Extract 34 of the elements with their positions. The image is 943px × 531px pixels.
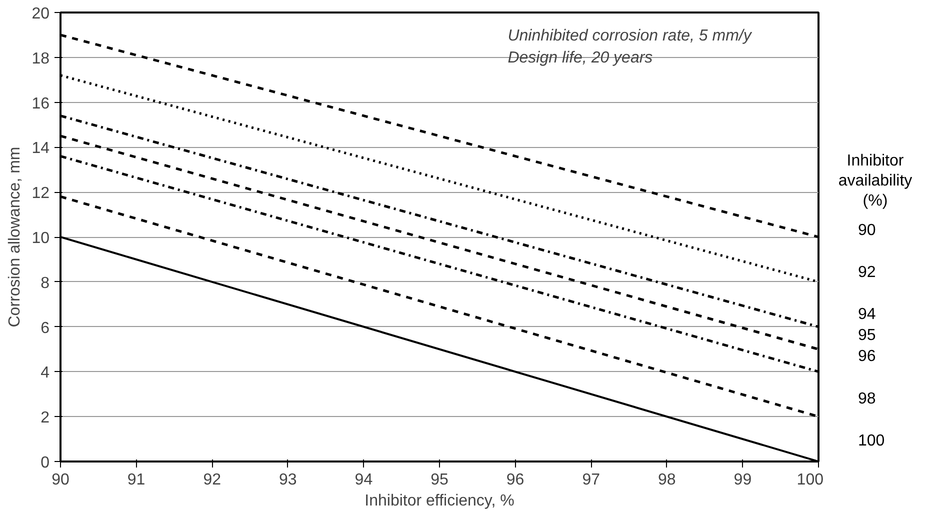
x-tick-label: 93: [279, 472, 297, 488]
y-tick-label: 12: [32, 185, 50, 202]
text: 92: [858, 264, 876, 282]
text: 90: [858, 222, 876, 239]
y-tick-label: 2: [40, 410, 50, 427]
y-tick-label: 10: [32, 230, 50, 247]
y-axis-title: Corrosion allowance, mm: [6, 146, 24, 328]
y-tick-label: 4: [40, 364, 50, 382]
text: 95: [858, 327, 876, 344]
x-tick-label: 99: [734, 472, 752, 488]
y-tick-label: 14: [32, 140, 50, 158]
annotation: Uninhibited corrosion rate, 5 mm/y: [508, 28, 752, 44]
y-tick-label: 6: [40, 320, 50, 337]
y-tick-label: 20: [32, 6, 50, 22]
x-tick-label: 100: [796, 472, 824, 488]
text: 98: [858, 390, 876, 408]
legend-title: Inhibitor availability (%): [838, 152, 912, 210]
x-tick-label: 91: [127, 472, 146, 488]
text: 100: [858, 432, 885, 450]
text: 96: [858, 348, 876, 366]
x-axis-title: Inhibitor efficiency, %: [364, 492, 514, 510]
annotation: Design life, 20 years: [508, 50, 653, 66]
x-tick-label: 94: [354, 472, 373, 488]
x-tick-label: 95: [430, 472, 448, 488]
x-tick-label: 98: [658, 472, 676, 488]
y-tick-label: 0: [40, 454, 50, 472]
y-tick-label: 18: [32, 50, 50, 68]
x-tick-label: 92: [203, 472, 222, 488]
y-tick-label: 16: [32, 95, 50, 112]
x-tick-label: 96: [506, 472, 524, 488]
x-tick-label: 97: [582, 472, 600, 488]
text: 94: [858, 306, 876, 324]
x-tick-label: 90: [52, 472, 70, 488]
y-tick-label: 8: [40, 274, 50, 292]
